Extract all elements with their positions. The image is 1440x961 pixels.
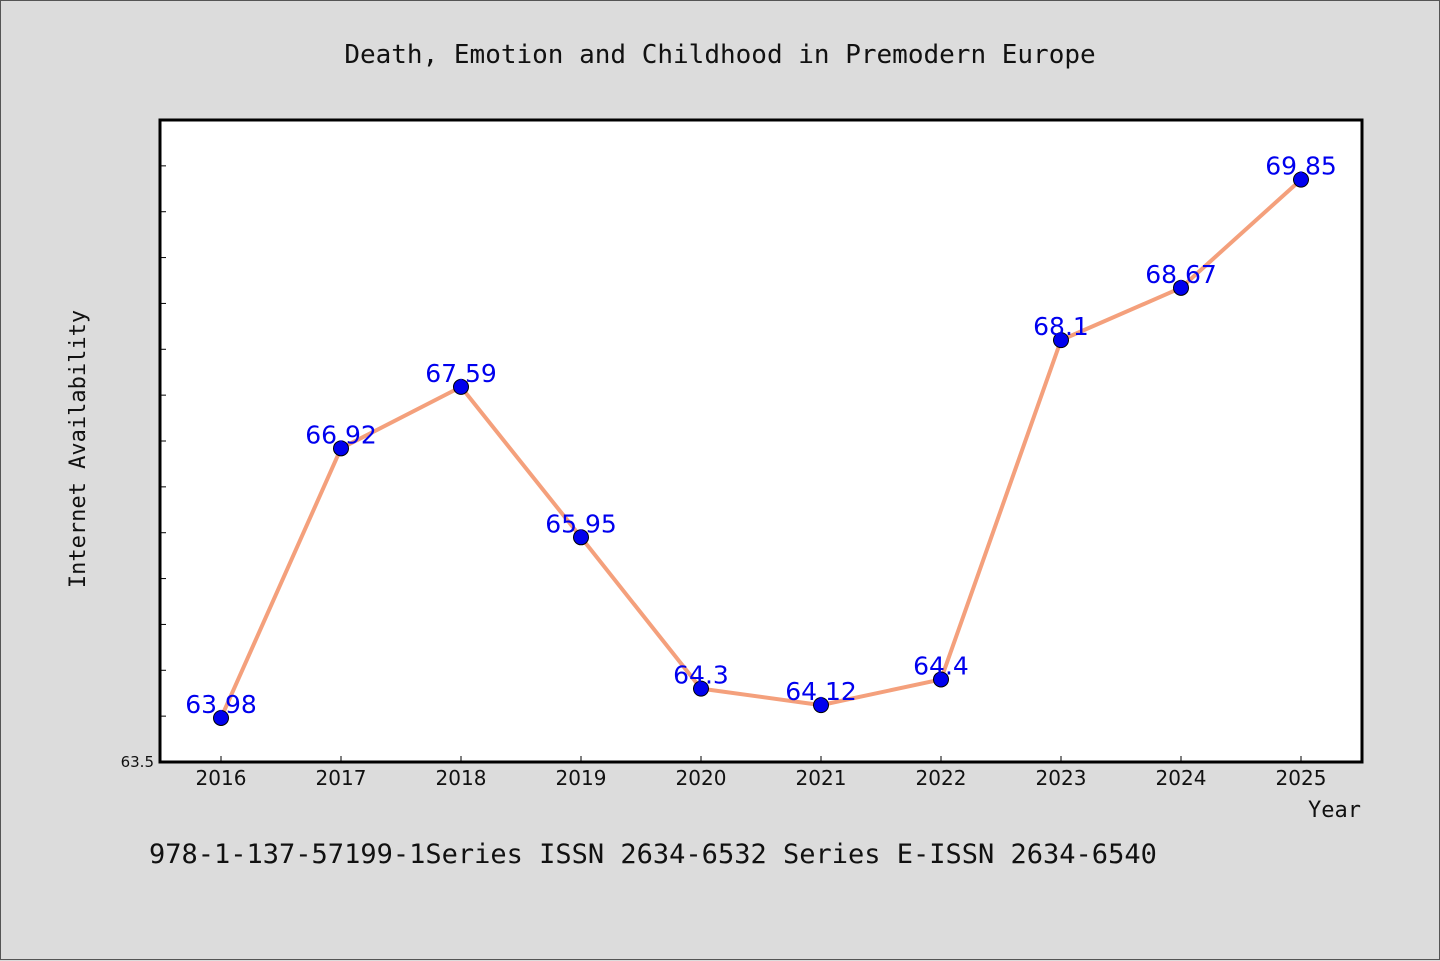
data-label: 63.98 — [185, 690, 257, 719]
x-axis-ticks — [220, 756, 1302, 762]
data-point — [453, 378, 469, 395]
isbn-footer: 978-1-137-57199-1Series ISSN 2634-6532 S… — [149, 839, 1157, 870]
x-tick-label: 2024 — [1156, 766, 1207, 790]
data-label: 67.59 — [425, 359, 497, 388]
y-axis-ticks — [160, 119, 166, 763]
series-line — [219, 178, 1303, 719]
x-axis-tick-labels: 2016 2017 2018 2019 2020 2021 2022 2023 2024 2025 — [196, 766, 1327, 790]
x-tick-label: 2019 — [556, 766, 607, 790]
y-axis-title: Internet Availability — [66, 310, 91, 588]
data-point — [933, 671, 949, 688]
data-label: 65.95 — [545, 509, 617, 538]
y-axis-min-label: 63.5 — [121, 753, 154, 771]
data-point — [1053, 332, 1069, 349]
data-label: 66.92 — [305, 420, 377, 449]
chart-title: Death, Emotion and Childhood in Premoder… — [344, 40, 1095, 70]
data-label: 69.85 — [1265, 152, 1337, 181]
series-layer: 63.98 66.92 67.59 65.95 64.3 64.12 64.4 68.1 68.… — [185, 152, 1337, 726]
data-point — [1173, 279, 1189, 296]
data-point — [1293, 171, 1309, 188]
x-tick-label: 2025 — [1276, 766, 1327, 790]
data-point — [813, 697, 829, 714]
x-tick-label: 2018 — [436, 766, 487, 790]
data-label: 68.1 — [1033, 312, 1089, 341]
x-tick-label: 2023 — [1036, 766, 1087, 790]
data-label: 64.12 — [785, 677, 857, 706]
data-point — [333, 440, 349, 457]
x-tick-label: 2021 — [796, 766, 847, 790]
data-label: 64.4 — [913, 651, 969, 680]
data-point — [693, 680, 709, 697]
plot-area — [158, 118, 1364, 764]
x-tick-label: 2022 — [916, 766, 967, 790]
data-point — [213, 709, 229, 726]
x-tick-label: 2017 — [316, 766, 367, 790]
data-point — [573, 529, 589, 546]
data-label: 68.67 — [1145, 260, 1217, 289]
x-axis-title: Year — [1308, 798, 1361, 823]
data-label: 64.3 — [673, 661, 729, 690]
x-tick-label: 2020 — [676, 766, 727, 790]
x-tick-label: 2016 — [196, 766, 247, 790]
